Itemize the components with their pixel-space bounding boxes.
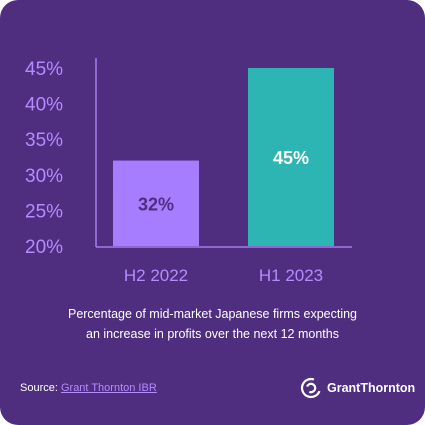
y-tick-label: 25%	[25, 201, 63, 222]
bar-chart: 20% 25% 30% 35% 40% 45% 32% H2 2022 45% H1 2023	[25, 58, 352, 285]
y-tick-label: 40%	[25, 95, 63, 116]
x-category-label: H1 2023	[259, 266, 323, 285]
chart-caption: Percentage of mid-market Japanese firms …	[40, 304, 385, 344]
grant-thornton-logo: GrantThornton	[300, 377, 415, 399]
caption-line-2: an increase in profits over the next 12 …	[86, 327, 339, 341]
bar-value-label: 32%	[138, 194, 174, 214]
y-tick-label: 20%	[25, 237, 63, 258]
caption-line-1: Percentage of mid-market Japanese firms …	[67, 307, 358, 321]
x-category-label: H2 2022	[124, 266, 188, 285]
bar-value-label: 45%	[273, 148, 309, 168]
source-note: Source: Grant Thornton IBR	[20, 382, 157, 394]
y-tick-label: 30%	[25, 166, 63, 187]
source-link[interactable]: Grant Thornton IBR	[60, 382, 157, 394]
y-tick-label: 35%	[25, 130, 63, 151]
grant-thornton-logo-icon	[300, 377, 322, 399]
y-tick-label: 45%	[25, 59, 63, 80]
bar	[248, 68, 334, 246]
source-prefix: Source:	[20, 382, 61, 394]
bar	[113, 160, 199, 246]
logo-text: GrantThornton	[327, 381, 416, 395]
